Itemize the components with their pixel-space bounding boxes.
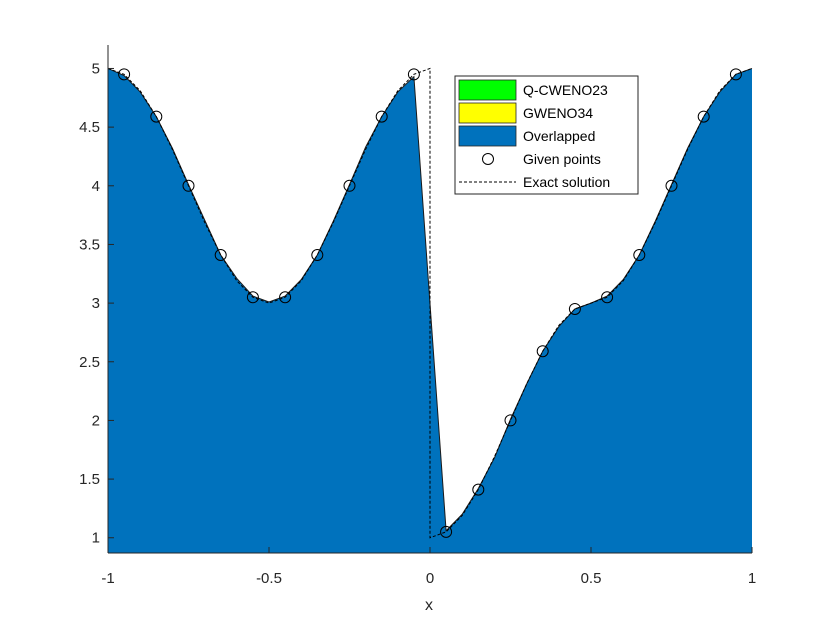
- y-tick-label: 4.5: [79, 119, 100, 136]
- given-point: [729, 68, 742, 81]
- x-tick-labels: -1 -0.5 0 0.5 1: [101, 570, 756, 587]
- y-tick-label: 1: [92, 530, 100, 547]
- given-point: [472, 483, 485, 496]
- y-tick-label: 1.5: [79, 471, 100, 488]
- x-tick-label: 0: [426, 570, 434, 587]
- legend-marker: [482, 153, 494, 165]
- given-point: [150, 110, 163, 123]
- y-tick-labels: 1 1.5 2 2.5 3 3.5 4 4.5 5: [79, 60, 100, 546]
- y-tick-label: 3.5: [79, 236, 100, 253]
- given-point: [246, 291, 259, 304]
- given-point: [407, 68, 420, 81]
- legend-label: GWENO34: [523, 105, 593, 121]
- legend: Q-CWENO23 GWENO34 Overlapped Given points Ex…: [454, 75, 639, 195]
- legend-swatch: [458, 125, 517, 147]
- legend-label: Q-CWENO23: [523, 82, 608, 98]
- axis-layer: [107, 45, 753, 554]
- given-point: [601, 291, 614, 304]
- given-point: [343, 179, 356, 192]
- given-point: [279, 291, 292, 304]
- given-point: [633, 249, 646, 261]
- given-point: [697, 110, 710, 123]
- given-point: [118, 68, 131, 81]
- legend-label: Given points: [523, 151, 601, 167]
- x-tick-label: -0.5: [256, 570, 282, 587]
- legend-swatch: [458, 102, 517, 124]
- legend-label: Exact solution: [523, 174, 610, 190]
- x-tick-label: -1: [101, 570, 114, 587]
- y-tick-label: 2: [92, 412, 100, 429]
- given-point: [311, 249, 324, 261]
- given-point: [440, 525, 453, 538]
- given-point: [375, 110, 388, 123]
- given-point: [182, 179, 195, 192]
- x-axis-label: x: [425, 597, 433, 614]
- x-tick-label: 1: [748, 570, 756, 587]
- given-point: [536, 345, 549, 358]
- given-point: [665, 179, 678, 192]
- x-tick-label: 0.5: [581, 570, 602, 587]
- given-point: [568, 302, 581, 315]
- y-tick-label: 2.5: [79, 354, 100, 371]
- legend-swatch: [458, 79, 517, 101]
- line-layer: [107, 67, 753, 539]
- y-tick-label: 3: [92, 295, 100, 312]
- given-point: [504, 414, 517, 427]
- exact-solution-line: [107, 67, 753, 539]
- marker-layer: [118, 68, 742, 538]
- given-point: [214, 249, 227, 261]
- y-tick-label: 4: [92, 178, 100, 195]
- legend-label: Overlapped: [523, 128, 595, 144]
- y-tick-label: 5: [92, 60, 100, 77]
